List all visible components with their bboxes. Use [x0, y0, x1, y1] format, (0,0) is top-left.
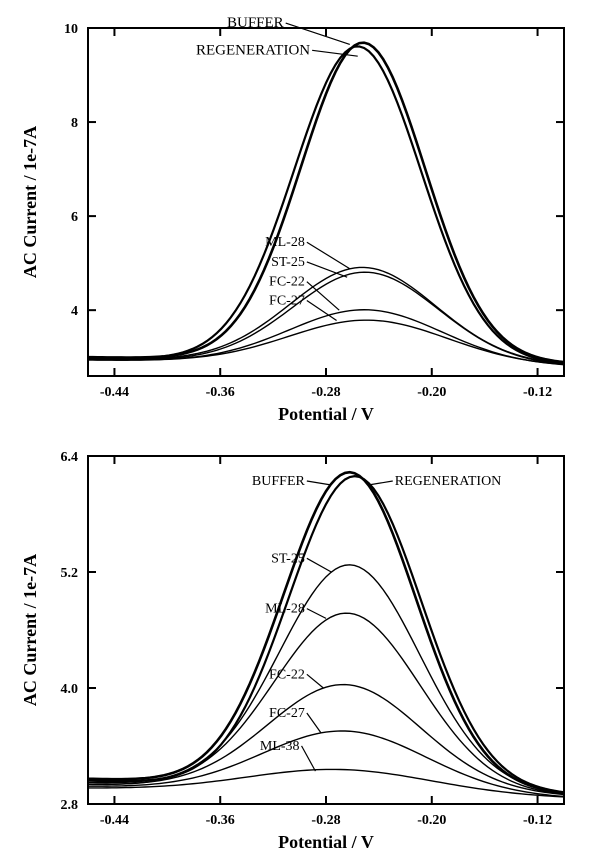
xtick-label: -0.36 — [206, 385, 235, 400]
series-buffer — [88, 472, 564, 792]
annotation-label: ML-28 — [265, 235, 305, 250]
ytick-label: 2.8 — [61, 798, 79, 813]
annotation-leader — [302, 746, 316, 771]
xtick-label: -0.20 — [417, 385, 446, 400]
xtick-label: -0.28 — [311, 813, 340, 828]
ytick-label: 6 — [71, 210, 78, 225]
annotation-label: FC-22 — [269, 667, 305, 682]
annotation-leader — [368, 481, 392, 485]
annotation-leader — [307, 481, 331, 485]
plot-border — [88, 456, 564, 804]
annotation-leader — [307, 674, 324, 688]
annotation-label: ML-38 — [260, 739, 300, 754]
annotation-leader — [307, 262, 347, 277]
ytick-label: 4.0 — [61, 682, 79, 697]
xtick-label: -0.20 — [417, 813, 446, 828]
series-ml-28 — [88, 613, 564, 794]
annotation-label: BUFFER — [227, 15, 284, 31]
series-regeneration — [88, 476, 564, 792]
annotation-leader — [307, 609, 326, 619]
annotation-label: FC-27 — [269, 294, 305, 309]
panel-top: -0.44 -0.36 -0.28 -0.20 -0.12 4 6 8 10 Potential … — [20, 15, 564, 424]
xtick-label: -0.44 — [100, 813, 129, 828]
ytick-label: 6.4 — [61, 450, 79, 465]
annotation-label: FC-27 — [269, 706, 305, 721]
x-axis-title: Potential / V — [278, 404, 374, 424]
ytick-label: 10 — [64, 22, 78, 37]
annotation-label: ST-25 — [271, 551, 305, 566]
xtick-label: -0.36 — [206, 813, 235, 828]
xtick-label: -0.28 — [311, 385, 340, 400]
series-st-25 — [88, 272, 564, 364]
annotation-leader — [307, 558, 331, 572]
y-axis-title: AC Current / 1e-7A — [20, 554, 40, 706]
annotation-label: ML-28 — [265, 602, 305, 617]
ytick-label: 8 — [71, 116, 78, 131]
annotation-label: BUFFER — [252, 474, 306, 489]
annotation-leader — [307, 713, 321, 732]
annotation-label: ST-25 — [271, 255, 305, 270]
panel-bottom: -0.44 -0.36 -0.28 -0.20 -0.12 2.8 4.0 5.2 6.4 Pot… — [20, 450, 564, 852]
series-buffer — [88, 43, 564, 362]
annotation-label: FC-22 — [269, 275, 305, 290]
xtick-label: -0.44 — [100, 385, 129, 400]
annotation-label: REGENERATION — [196, 42, 310, 58]
figure: -0.44 -0.36 -0.28 -0.20 -0.12 4 6 8 10 Potential … — [0, 0, 600, 862]
annotation-leader — [286, 23, 350, 44]
series-st-25 — [88, 565, 564, 792]
xtick-label: -0.12 — [523, 813, 552, 828]
plot-border — [88, 28, 564, 376]
xtick-label: -0.12 — [523, 385, 552, 400]
x-axis-title: Potential / V — [278, 832, 374, 852]
annotation-label: REGENERATION — [395, 474, 502, 489]
annotation-leader — [312, 50, 358, 56]
y-axis-title: AC Current / 1e-7A — [20, 126, 40, 278]
ytick-label: 4 — [71, 304, 78, 319]
ytick-label: 5.2 — [61, 566, 79, 581]
